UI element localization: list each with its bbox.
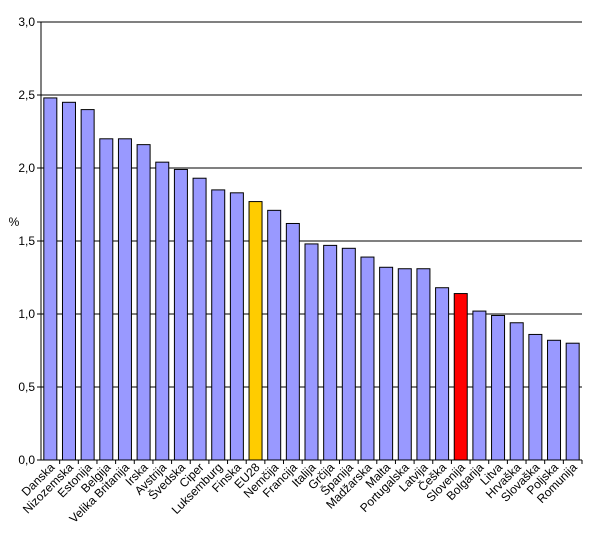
y-tick-label: 1,5 xyxy=(18,234,35,248)
y-tick-label: 2,0 xyxy=(18,161,35,175)
bar xyxy=(136,144,151,461)
y-tick-label: 0,5 xyxy=(18,380,35,394)
bar xyxy=(117,138,132,461)
bar xyxy=(267,209,282,461)
bar xyxy=(229,192,244,461)
axes xyxy=(37,21,583,464)
bar xyxy=(341,247,356,461)
bar xyxy=(323,244,338,461)
bar xyxy=(379,266,394,461)
bar xyxy=(285,222,300,461)
y-tick-label: 3,0 xyxy=(18,15,35,29)
bar xyxy=(192,177,207,461)
y-tick-label: 1,0 xyxy=(18,307,35,321)
bar xyxy=(360,256,375,461)
bar xyxy=(397,268,412,461)
bar xyxy=(509,322,524,461)
bar xyxy=(453,293,468,461)
bar xyxy=(173,168,188,461)
bar xyxy=(61,101,76,461)
bar xyxy=(547,339,562,461)
bar xyxy=(416,268,431,461)
bar xyxy=(248,201,263,461)
bar xyxy=(211,189,226,461)
bar xyxy=(565,342,580,461)
bar xyxy=(304,243,319,461)
y-tick-label: 0,0 xyxy=(18,453,35,467)
bar xyxy=(528,333,543,461)
bar xyxy=(472,310,487,461)
bar xyxy=(491,314,506,461)
y-tick-labels: 0,0 0,5 1,0 1,5 2,0 2,5 3,0 xyxy=(18,15,35,467)
bar xyxy=(155,161,170,461)
bars xyxy=(43,97,580,461)
bar xyxy=(435,287,450,461)
bar xyxy=(99,138,114,461)
y-axis-title: % xyxy=(9,215,20,229)
bar xyxy=(43,97,58,461)
bar xyxy=(80,109,95,461)
y-tick-label: 2,5 xyxy=(18,88,35,102)
